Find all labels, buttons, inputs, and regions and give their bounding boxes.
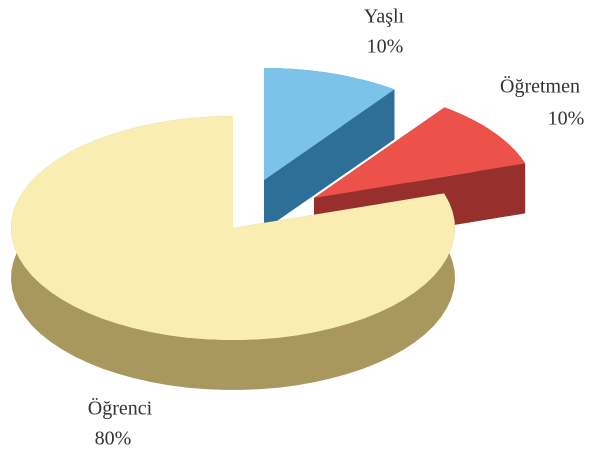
slice-label: Yaşlı (364, 6, 405, 28)
slice-label: Öğretmen (500, 75, 580, 98)
slice (264, 68, 395, 180)
value-label: 10% (548, 108, 585, 130)
value-label: 10% (367, 36, 404, 58)
value-label: 80% (95, 428, 132, 450)
slice-label: Öğrenci (88, 397, 153, 420)
slice (314, 107, 526, 198)
slice (11, 116, 455, 340)
